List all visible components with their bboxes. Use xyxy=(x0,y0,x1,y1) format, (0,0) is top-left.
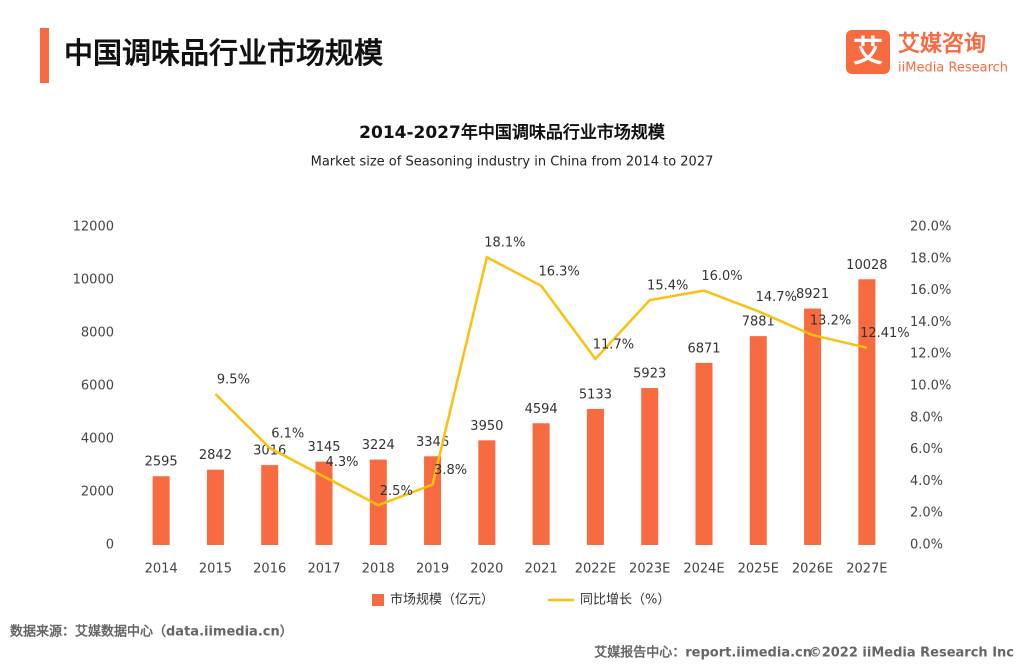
bar xyxy=(532,423,550,545)
legend-swatch xyxy=(372,594,384,606)
legend-label: 同比增长（%） xyxy=(580,593,670,608)
line-value-label: 2.5% xyxy=(380,484,413,499)
header-title: 中国调味品行业市场规模 xyxy=(64,36,384,70)
line-value-label: 3.8% xyxy=(434,463,467,478)
bar-value-label: 10028 xyxy=(846,258,887,273)
x-tick-label: 2014 xyxy=(145,562,178,577)
y2-tick-label: 14.0% xyxy=(910,315,951,330)
x-tick-label: 2025E xyxy=(738,562,779,577)
line-value-label: 16.3% xyxy=(538,264,579,279)
bar-value-label: 6871 xyxy=(687,341,720,356)
x-tick-label: 2017 xyxy=(307,562,340,577)
line xyxy=(214,255,868,507)
line-value-label: 4.3% xyxy=(325,455,358,470)
line-value-label: 9.5% xyxy=(217,372,250,387)
logo-icon-box xyxy=(846,30,890,74)
line-value-label: 6.1% xyxy=(271,427,304,442)
x-tick-label: 2020 xyxy=(470,562,503,577)
y-tick-label: 10000 xyxy=(73,273,114,288)
logo-name: 艾媒咨询 xyxy=(898,31,986,57)
x-tick-label: 2026E xyxy=(792,562,833,577)
chart-subtitle: Market size of Seasoning industry in Chi… xyxy=(311,155,714,170)
y-tick-label: 12000 xyxy=(73,220,114,235)
bar xyxy=(695,362,713,545)
bar-value-label: 5133 xyxy=(579,387,612,402)
bar-value-label: 3016 xyxy=(253,444,286,459)
bar-value-label: 3145 xyxy=(307,440,340,455)
bar-value-label: 5923 xyxy=(633,367,666,382)
y2-tick-label: 2.0% xyxy=(910,506,943,521)
y2-tick-label: 4.0% xyxy=(910,474,943,489)
bar xyxy=(749,336,767,545)
x-tick-label: 2019 xyxy=(416,562,449,577)
x-tick-label: 2027E xyxy=(846,562,887,577)
x-tick-label: 2015 xyxy=(199,562,232,577)
line-value-label: 15.4% xyxy=(647,279,688,294)
y2-tick-label: 8.0% xyxy=(910,410,943,425)
bar xyxy=(261,465,279,545)
chart-title: 2014-2027年中国调味品行业市场规模 xyxy=(359,122,666,143)
bar xyxy=(641,388,659,545)
bar-value-label: 8921 xyxy=(796,287,829,302)
bar-value-label: 4594 xyxy=(525,402,558,417)
bar-value-label: 3224 xyxy=(362,438,395,453)
bar-value-label: 7881 xyxy=(742,315,775,330)
x-tick-label: 2016 xyxy=(253,562,286,577)
y2-tick-label: 18.0% xyxy=(910,251,951,266)
line-value-label: 16.0% xyxy=(701,269,742,284)
bar xyxy=(858,279,876,545)
bar-value-label: 2595 xyxy=(145,455,178,470)
x-tick-label: 2022E xyxy=(575,562,616,577)
legend-label: 市场规模（亿元） xyxy=(390,592,494,608)
bar-value-label: 3950 xyxy=(470,419,503,434)
x-tick-label: 2023E xyxy=(629,562,670,577)
y-tick-label: 6000 xyxy=(81,379,114,394)
bar xyxy=(369,459,387,545)
bar xyxy=(478,440,496,545)
y2-tick-label: 16.0% xyxy=(910,283,951,298)
line-value-label: 18.1% xyxy=(484,236,525,251)
x-tick-label: 2024E xyxy=(683,562,724,577)
y-tick-label: 4000 xyxy=(81,432,114,447)
line-value-label: 13.2% xyxy=(810,314,851,329)
y2-tick-label: 12.0% xyxy=(910,347,951,362)
logo-icon: 艾 xyxy=(853,35,883,70)
logo-english: iiMedia Research xyxy=(898,61,1008,76)
header-accent xyxy=(40,28,49,83)
bar xyxy=(315,461,333,545)
y2-tick-label: 0.0% xyxy=(910,538,943,553)
y2-tick-label: 10.0% xyxy=(910,379,951,394)
footer-report: 艾媒报告中心：report.iimedia.cn xyxy=(594,645,812,661)
bar xyxy=(424,456,442,545)
source: 数据来源：艾媒数据中心（data.iimedia.cn） xyxy=(10,624,293,640)
bar xyxy=(804,308,822,545)
line-value-label: 12.41% xyxy=(860,326,910,341)
y-tick-label: 8000 xyxy=(81,326,114,341)
bar xyxy=(206,469,224,545)
x-tick-label: 2018 xyxy=(362,562,395,577)
bar xyxy=(586,408,604,545)
y-tick-label: 0 xyxy=(106,538,114,553)
line-value-label: 14.7% xyxy=(756,290,797,305)
y2-tick-label: 20.0% xyxy=(910,220,951,235)
bar-value-label: 2842 xyxy=(199,448,232,463)
y-tick-label: 2000 xyxy=(81,485,114,500)
footer-copyright: ©2022 iiMedia Research Inc xyxy=(809,646,1014,661)
bar xyxy=(152,476,170,545)
y2-tick-label: 6.0% xyxy=(910,442,943,457)
line-value-label: 11.7% xyxy=(593,337,634,352)
x-tick-label: 2021 xyxy=(525,562,558,577)
